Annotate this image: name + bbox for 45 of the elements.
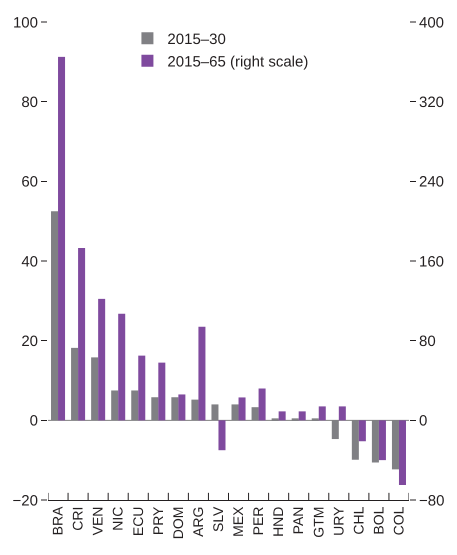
- y2-tick-label: 80: [419, 332, 436, 350]
- y2-tick-label: 320: [419, 94, 444, 111]
- y-tick-label: 60: [21, 174, 38, 191]
- y-tick-label: 40: [21, 253, 38, 270]
- bar: [298, 411, 306, 420]
- y2-tick-label: 240: [419, 174, 444, 191]
- x-tick-label: DOM: [170, 506, 186, 540]
- bar: [218, 420, 226, 450]
- x-tick-label: MEX: [230, 506, 246, 537]
- bar: [138, 356, 146, 420]
- x-tick-label: COL: [390, 506, 407, 536]
- x-tick-label: PER: [250, 506, 266, 536]
- bar: [78, 248, 86, 420]
- y2-tick-label: 400: [419, 14, 444, 32]
- y-tick-label: 20: [21, 332, 38, 350]
- x-tick-label: BOL: [370, 506, 386, 535]
- x-tick-label: CRI: [70, 506, 86, 531]
- bar: [158, 362, 166, 420]
- y-tick-label: 0: [30, 412, 38, 430]
- y-tick-label: −20: [12, 492, 38, 510]
- bar: [278, 411, 286, 420]
- y-tick-label: 100: [12, 14, 38, 32]
- y-tick-label: 80: [21, 94, 38, 111]
- bar: [318, 406, 326, 420]
- y2-tick-label: −80: [419, 492, 444, 510]
- x-tick-label: HND: [270, 506, 286, 537]
- y2-tick-label: 0: [419, 412, 428, 430]
- bar: [338, 406, 346, 420]
- x-tick-label: CHL: [350, 506, 366, 535]
- x-tick-label: URY: [330, 506, 346, 536]
- legend-label: 2015–65 (right scale): [167, 54, 308, 71]
- x-tick-label: ECU: [130, 506, 146, 536]
- bar: [118, 314, 126, 420]
- x-tick-label: PRY: [150, 506, 166, 536]
- x-tick-label: VEN: [90, 506, 106, 536]
- x-tick-label: SLV: [210, 506, 226, 532]
- bar: [198, 326, 206, 420]
- x-tick-label: BRA: [50, 506, 66, 536]
- x-tick-label: ARG: [190, 506, 206, 537]
- x-tick-label: PAN: [290, 506, 306, 534]
- x-tick-label: NIC: [110, 506, 126, 531]
- y2-tick-label: 160: [419, 253, 444, 270]
- bar: [258, 388, 266, 420]
- x-tick-label: GTM: [310, 506, 326, 538]
- legend-label: 2015–30: [167, 31, 226, 48]
